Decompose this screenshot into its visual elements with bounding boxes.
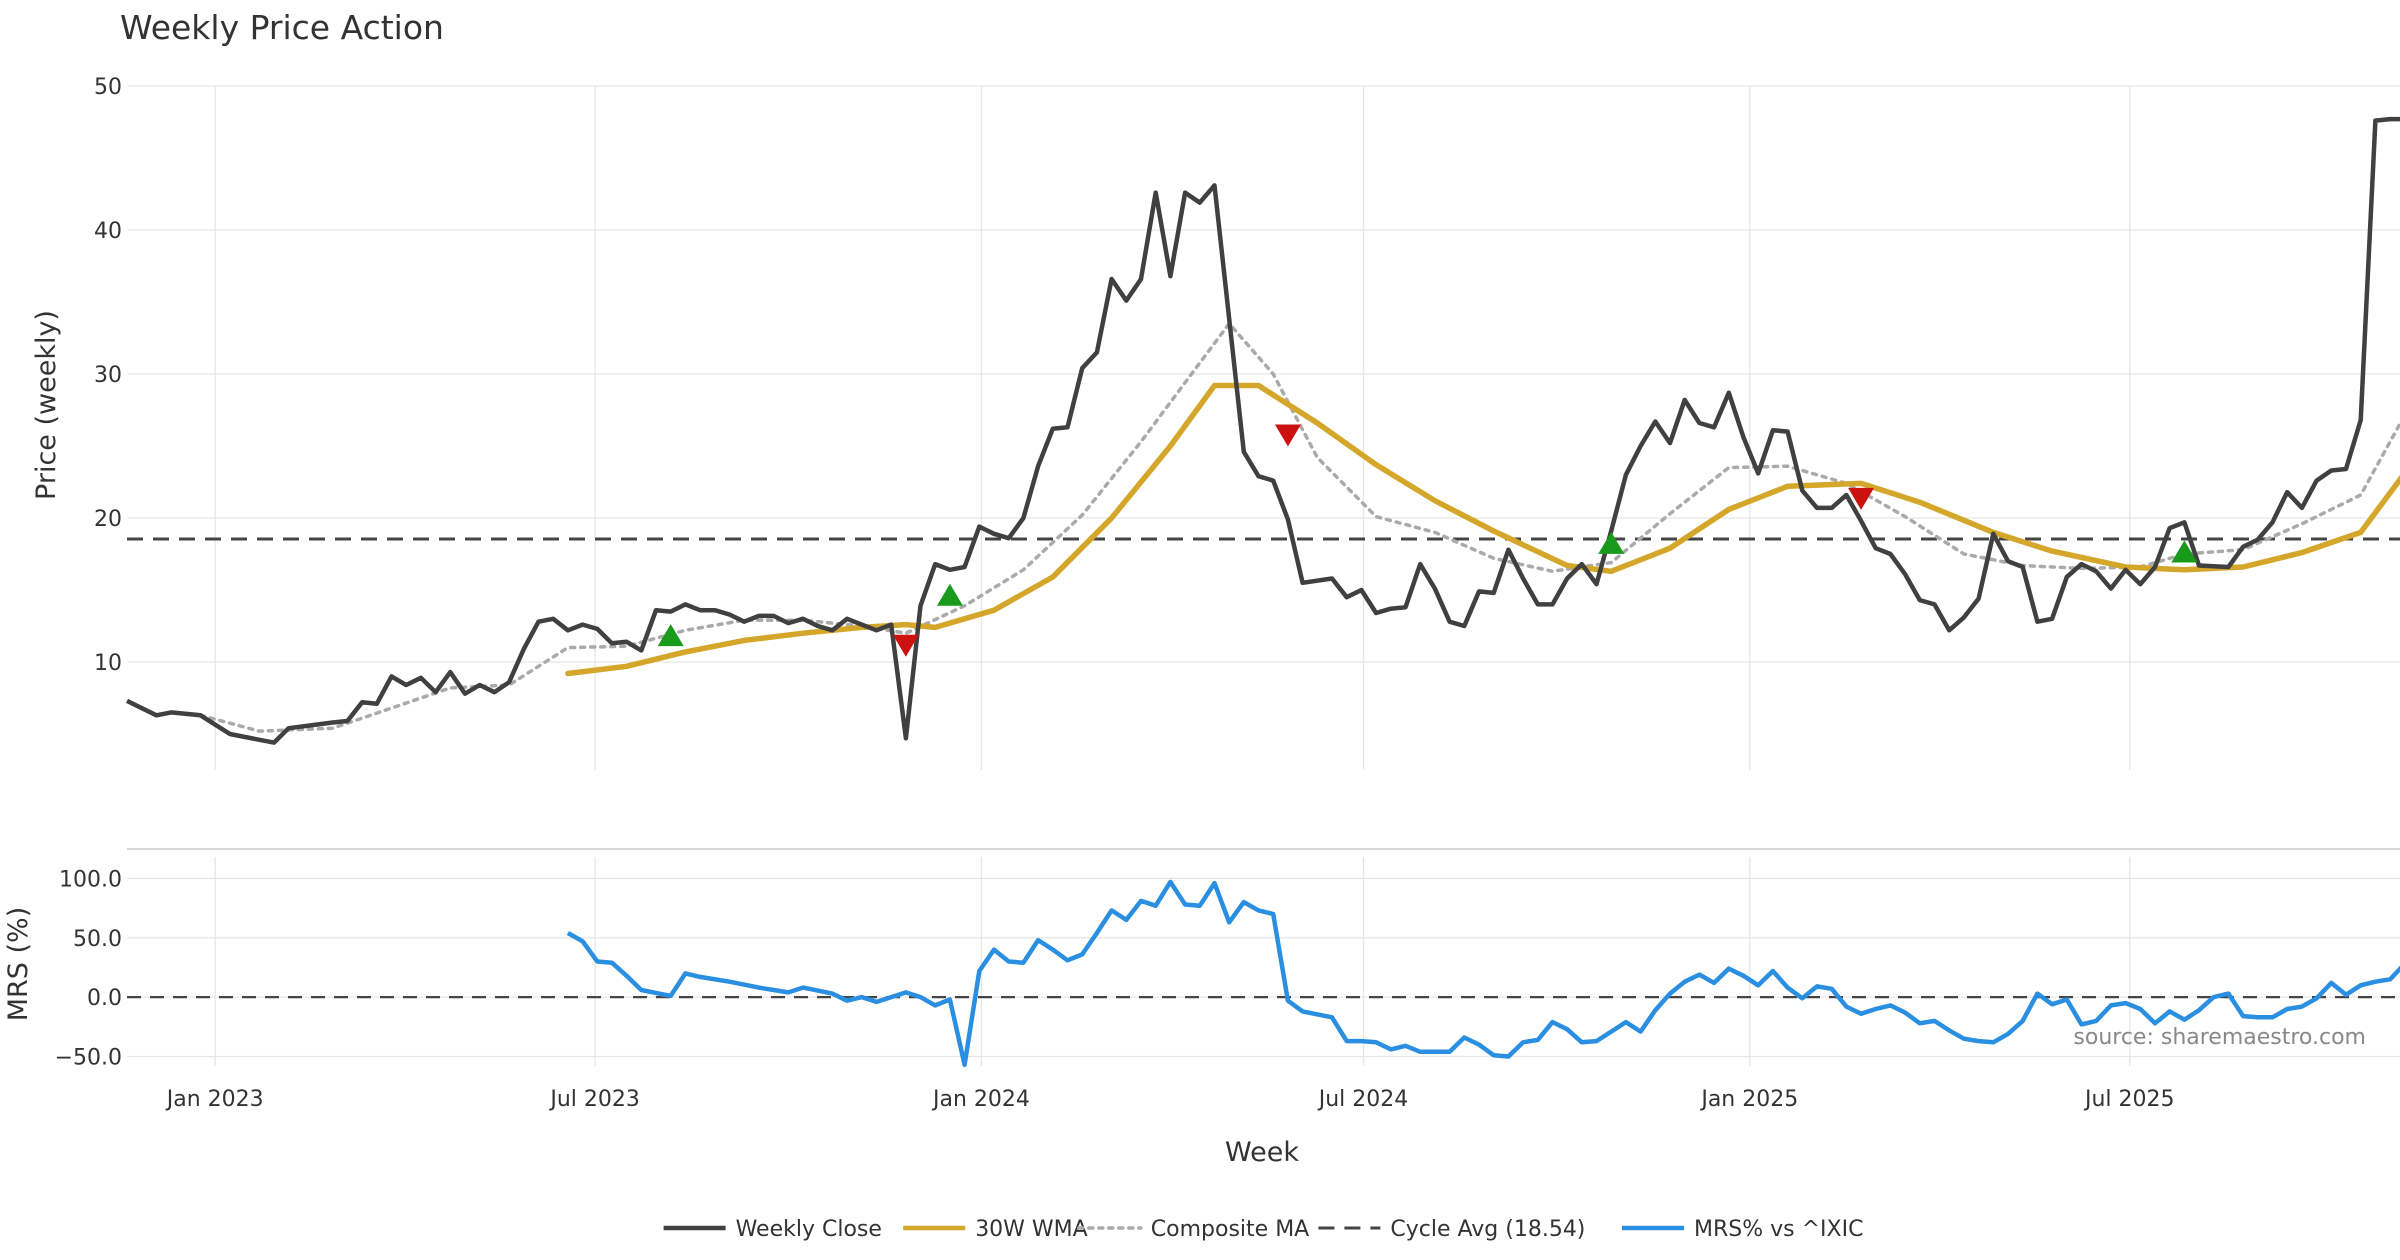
buy-signal-marker xyxy=(1598,531,1625,554)
legend-item-close: Weekly Close xyxy=(663,1217,882,1242)
mrs-y-tick-label: 0.0 xyxy=(87,986,122,1011)
mrs-y-tick-label: 50.0 xyxy=(73,927,122,952)
source-note: source: sharemaestro.com xyxy=(2073,1025,2366,1050)
x-axis-ticks: Jan 2023 Jul 2023 Jan 2024 Jul 2024 Jan 2025… xyxy=(165,1087,2175,1112)
weekly-close-line xyxy=(126,116,2400,745)
mrs-line xyxy=(566,879,2400,1068)
legend-item-mrs: MRS% vs ^IXIC xyxy=(1622,1217,1863,1242)
buy-signal-marker xyxy=(936,583,963,606)
price-panel: 10 20 30 40 50 Price (weekly) xyxy=(31,75,2400,770)
price-y-tick-label: 40 xyxy=(94,219,122,244)
legend-label-wma: 30W WMA xyxy=(975,1217,1088,1242)
composite-ma-line xyxy=(198,321,2400,733)
sell-signal-marker xyxy=(1848,487,1875,510)
legend-label-cycle: Cycle Avg (18.54) xyxy=(1390,1217,1585,1242)
mrs-y-axis-title: MRS (%) xyxy=(3,907,34,1022)
signal-markers xyxy=(657,424,2198,657)
mrs-grid xyxy=(127,857,2400,1066)
legend-item-composite: Composite MA xyxy=(1077,1217,1309,1242)
buy-signal-marker xyxy=(2171,540,2198,563)
x-tick-label: Jul 2023 xyxy=(548,1087,640,1112)
price-y-tick-label: 20 xyxy=(94,507,122,532)
mrs-panel: −50.0 0.0 50.0 100.0 MRS (%) source: sharem… xyxy=(3,857,2400,1071)
price-y-tick-label: 30 xyxy=(94,363,122,388)
legend: Weekly Close 30W WMA Composite MA Cycle Avg… xyxy=(663,1217,1863,1242)
legend-item-wma: 30W WMA xyxy=(903,1217,1088,1242)
buy-signal-marker xyxy=(657,624,684,647)
legend-label-mrs: MRS% vs ^IXIC xyxy=(1694,1217,1863,1242)
x-tick-label: Jan 2024 xyxy=(931,1087,1030,1112)
legend-label-close: Weekly Close xyxy=(736,1217,882,1242)
x-tick-label: Jul 2025 xyxy=(2083,1087,2175,1112)
mrs-y-tick-label: −50.0 xyxy=(55,1046,122,1071)
x-tick-label: Jul 2024 xyxy=(1317,1087,1409,1112)
price-y-tick-label: 10 xyxy=(94,651,122,676)
mrs-y-ticks: −50.0 0.0 50.0 100.0 xyxy=(55,867,122,1070)
x-axis-title: Week xyxy=(1225,1137,1299,1168)
chart-title: Weekly Price Action xyxy=(120,8,444,47)
legend-item-cycle: Cycle Avg (18.54) xyxy=(1318,1217,1585,1242)
sell-signal-marker xyxy=(1274,424,1301,447)
sell-signal-marker xyxy=(892,634,919,657)
price-y-axis-title: Price (weekly) xyxy=(31,310,62,500)
price-y-ticks: 10 20 30 40 50 xyxy=(94,75,122,676)
x-tick-label: Jan 2023 xyxy=(165,1087,264,1112)
mrs-y-tick-label: 100.0 xyxy=(59,867,122,892)
legend-label-composite: Composite MA xyxy=(1151,1217,1309,1242)
price-grid xyxy=(127,85,2400,770)
price-y-tick-label: 50 xyxy=(94,75,122,100)
x-tick-label: Jan 2025 xyxy=(1699,1087,1798,1112)
